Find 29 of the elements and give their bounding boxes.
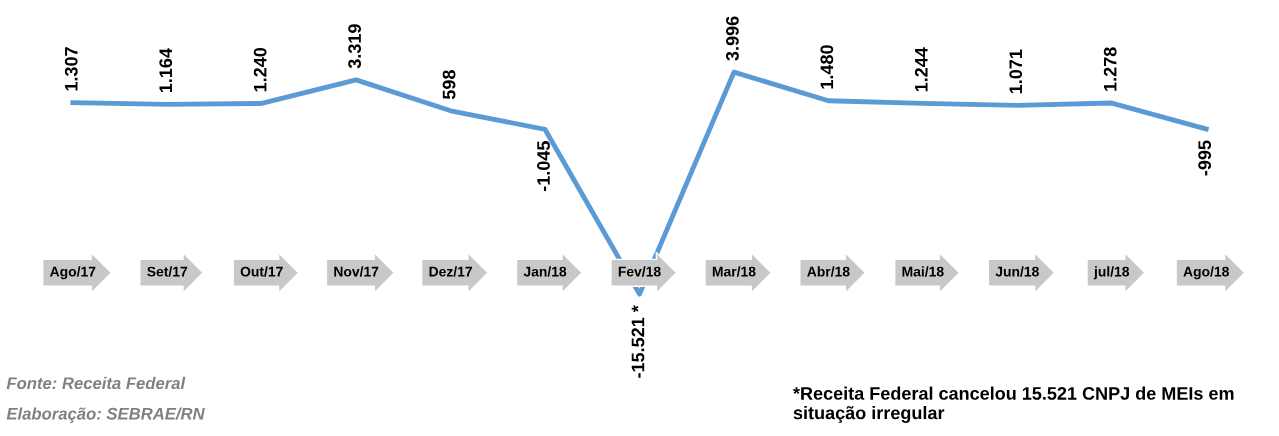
data-label: 1.164 xyxy=(159,48,173,93)
x-tick-label: Fev/18 xyxy=(618,266,661,277)
x-tick-label: Dez/17 xyxy=(429,266,472,277)
x-tick-label: Abr/18 xyxy=(807,266,850,277)
text: *Receita Federal cancelou 15.521 CNPJ de MEIs em situação irregular xyxy=(793,386,1234,423)
data-label: 1.278 xyxy=(1103,47,1117,91)
data-label: -1.045 xyxy=(537,141,550,192)
data-label: -15.521 * xyxy=(631,305,645,378)
text: Elaboração: SEBRAE/RN xyxy=(6,407,205,423)
x-tick-label: Ago/18 xyxy=(1183,266,1229,280)
data-label: 1.240 xyxy=(253,47,267,92)
data-label: 1.480 xyxy=(820,45,834,89)
data-label: 1.307 xyxy=(64,47,78,91)
source-note: Fonte: Receita Federal xyxy=(6,376,186,390)
data-label: 598 xyxy=(442,70,456,100)
x-tick-label: Jan/18 xyxy=(523,266,567,277)
x-tick-label: Set/17 xyxy=(147,266,188,277)
x-tick-label: jul/18 xyxy=(1093,266,1130,280)
data-label: -995 xyxy=(1198,140,1212,176)
x-tick-label: Mar/18 xyxy=(712,266,756,277)
data-label: 3.319 xyxy=(348,24,362,69)
data-label: 3.996 xyxy=(726,16,739,61)
x-tick-label: Ago/17 xyxy=(50,266,96,280)
x-tick-label: Mai/18 xyxy=(902,266,944,277)
x-tick-label: Nov/17 xyxy=(334,266,379,277)
x-tick-label: Out/17 xyxy=(240,266,283,277)
x-tick-label: Jun/18 xyxy=(995,266,1039,277)
data-label: 1.244 xyxy=(914,47,928,92)
data-label: 1.071 xyxy=(1009,49,1023,94)
